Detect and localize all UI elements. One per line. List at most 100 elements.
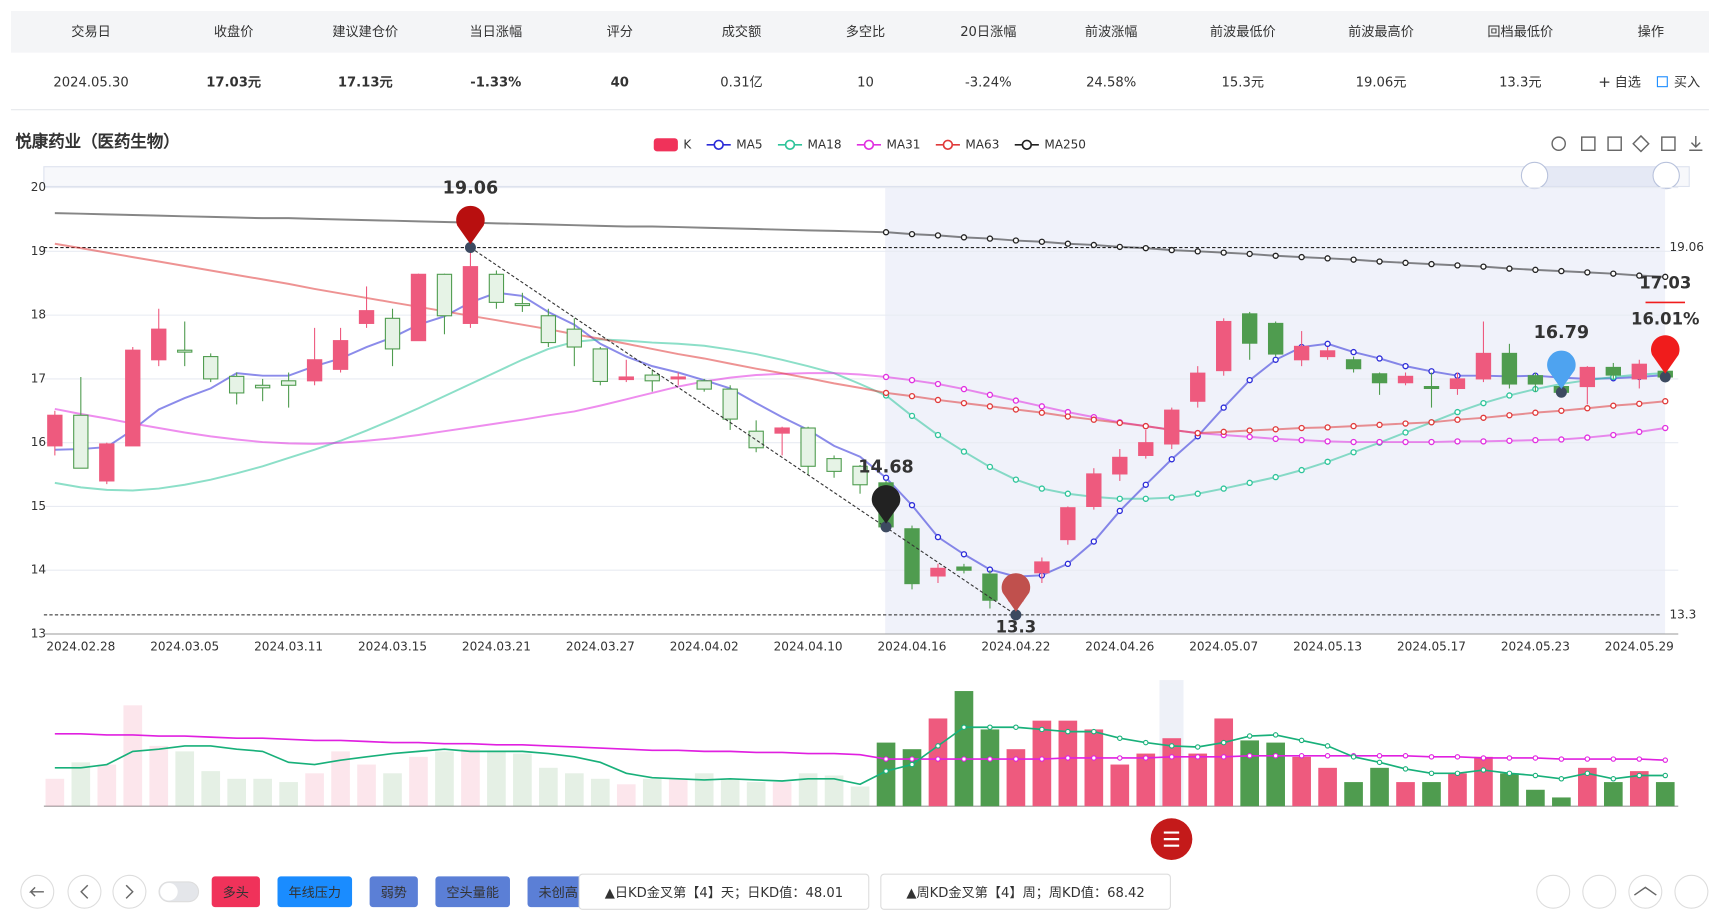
volume-bar (45, 778, 65, 807)
legend-label[interactable]: MA18 (808, 137, 842, 151)
ma-dot (882, 474, 890, 481)
ma-dot (1506, 265, 1513, 272)
candle-body (73, 414, 89, 469)
volume-bar (97, 764, 117, 807)
next-button[interactable] (112, 874, 147, 909)
tag-label[interactable]: 弱势 (381, 885, 407, 901)
table-cell: 10 (857, 75, 874, 90)
pin-marker (1001, 573, 1031, 612)
pin-marker (456, 205, 485, 245)
volume-bar (1110, 764, 1130, 807)
restore-icon[interactable] (1632, 134, 1650, 153)
volume-ma-dot (1636, 756, 1643, 762)
ma-dot (1402, 438, 1409, 446)
nav-buttons[interactable] (20, 874, 1709, 909)
reference-label: 19.06 (1669, 240, 1704, 254)
buy-icon (1656, 76, 1668, 88)
chart-tools[interactable] (1551, 134, 1703, 153)
volume-bar (1474, 756, 1493, 807)
up-button[interactable] (1628, 874, 1663, 909)
table-header-cell: 成交额 (722, 23, 761, 40)
legend-label[interactable]: MA31 (886, 137, 920, 151)
menu-icon (1163, 831, 1180, 847)
download-button[interactable] (1536, 874, 1571, 909)
crop-icon[interactable] (1581, 136, 1596, 151)
zoom-icon[interactable] (1661, 136, 1676, 151)
volume-bar (1526, 789, 1545, 807)
volume-bar (1344, 782, 1363, 807)
prev-button[interactable] (67, 874, 102, 909)
x-tick-label: 2024.04.02 (670, 640, 739, 654)
table-cell: 15.3元 (1222, 75, 1264, 90)
volume-ma-dot (1220, 739, 1227, 746)
table-cell: 2024.05.30 (53, 75, 128, 90)
zoom-handle[interactable] (1652, 161, 1680, 190)
pin-point (880, 521, 892, 533)
volume-ma-dot (1324, 743, 1331, 749)
tag-label[interactable]: 年线压力 (288, 885, 341, 901)
tag[interactable] (435, 876, 510, 908)
candle-body (982, 573, 998, 601)
ma-dot (1038, 409, 1046, 416)
ma-dot (908, 376, 916, 384)
pin-marker (1651, 335, 1680, 374)
legend-label[interactable]: MA250 (1044, 137, 1086, 151)
action-watch[interactable]: 自选 (1615, 74, 1641, 90)
action-buy[interactable]: 买入 (1674, 74, 1700, 90)
crop-icon[interactable] (1607, 136, 1622, 151)
table-cell: 0.31亿 (720, 74, 762, 90)
ma-dot (1064, 490, 1072, 497)
pin-point (1659, 371, 1671, 383)
tag[interactable] (527, 876, 589, 908)
candle-body (1397, 375, 1414, 384)
tag-label[interactable]: 空头量能 (446, 885, 499, 901)
ma-dot (1272, 356, 1279, 363)
volume-bar (902, 749, 922, 807)
tag[interactable] (277, 876, 353, 908)
volume-ma-dot (1143, 739, 1149, 746)
candle-body (254, 384, 271, 389)
legend-label[interactable]: MA63 (965, 137, 999, 151)
zoom-handle[interactable] (1520, 161, 1549, 190)
ma-dot (1350, 422, 1357, 430)
zoom-slider[interactable] (43, 166, 1690, 188)
volume-bar (513, 753, 532, 807)
table-header-cell: 多空比 (846, 23, 885, 40)
tag-label[interactable]: 多头 (223, 884, 249, 901)
ma-dot (1194, 490, 1201, 497)
x-tick-label: 2024.03.11 (254, 640, 323, 654)
candle-body (1086, 473, 1102, 508)
volume-ma-dot (1324, 753, 1331, 759)
tag[interactable] (211, 876, 260, 908)
tag-label[interactable]: 未创高 (538, 884, 577, 901)
x-tick-label: 2024.05.07 (1189, 640, 1258, 654)
candle-body (488, 273, 505, 303)
volume-ma-dot (1454, 770, 1461, 777)
ma-dot (1116, 495, 1123, 502)
ma-dot (1610, 402, 1617, 409)
candle-body (358, 310, 375, 324)
ma-dot (960, 399, 968, 407)
share-button[interactable] (1674, 874, 1709, 909)
candle-body (203, 356, 219, 380)
volume-ma-dot (987, 724, 993, 730)
volume-ma-line (54, 733, 1666, 761)
candle-body (280, 380, 297, 386)
volume-bar (539, 767, 558, 807)
volume-bar (1396, 782, 1415, 807)
volume-bar (357, 764, 376, 807)
copy-button[interactable] (1582, 874, 1617, 909)
ma-dot (908, 501, 916, 509)
tag[interactable] (369, 876, 418, 908)
x-tick-label: 2024.05.29 (1605, 640, 1674, 654)
legend-label[interactable]: MA5 (736, 137, 762, 151)
y-tick-label: 19 (31, 244, 46, 258)
volume-bar (565, 773, 584, 807)
legend-label[interactable]: K (683, 137, 692, 151)
download-icon[interactable] (1689, 136, 1703, 151)
ma-dot (960, 234, 968, 241)
zoom-window[interactable] (1534, 166, 1667, 187)
ma-dot (986, 391, 994, 399)
ma-dot (1402, 420, 1409, 427)
refresh-icon[interactable] (1551, 136, 1566, 151)
